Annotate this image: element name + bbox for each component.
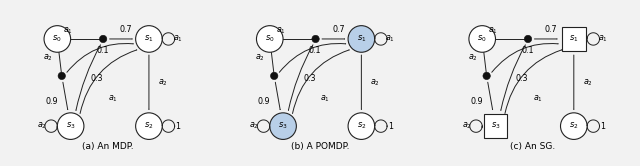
Text: 0.3: 0.3 [516,74,529,83]
Bar [562,27,586,51]
Text: 1: 1 [175,122,180,131]
FancyArrowPatch shape [80,50,137,114]
Text: $s_0$: $s_0$ [52,34,62,44]
FancyArrowPatch shape [488,82,493,110]
Circle shape [44,26,70,52]
Text: $s_0$: $s_0$ [477,34,487,44]
Text: $s_3$: $s_3$ [278,121,288,131]
Text: $s_1$: $s_1$ [569,34,579,44]
Circle shape [136,26,162,52]
Text: 0.9: 0.9 [470,96,483,106]
Text: $a_2$: $a_2$ [461,121,472,131]
Text: 0.9: 0.9 [258,96,271,106]
Circle shape [270,113,296,139]
FancyArrowPatch shape [289,45,313,110]
Text: $s_0$: $s_0$ [265,34,275,44]
Text: $a_1$: $a_1$ [276,26,286,36]
FancyArrowPatch shape [275,82,280,110]
Text: $a_2$: $a_2$ [250,121,259,131]
Text: $a_1$: $a_1$ [532,94,543,104]
Text: 0.7: 0.7 [545,25,557,34]
Circle shape [58,113,84,139]
Circle shape [312,35,319,43]
Text: $a_1$: $a_1$ [63,26,74,36]
Text: $a_2$: $a_2$ [43,52,52,63]
Text: $s_3$: $s_3$ [66,121,76,131]
Text: $a_2$: $a_2$ [158,77,168,88]
FancyArrowPatch shape [501,45,525,110]
Text: $a_2$: $a_2$ [583,77,593,88]
Circle shape [271,72,278,80]
Circle shape [58,72,65,80]
FancyArrowPatch shape [76,45,100,110]
Text: $s_1$: $s_1$ [144,34,154,44]
Text: (a) An MDP.: (a) An MDP. [82,142,133,151]
Text: $a_1$: $a_1$ [385,34,395,44]
Circle shape [524,35,532,43]
Text: (b) A POMDP.: (b) A POMDP. [291,142,349,151]
Text: 1: 1 [388,122,393,131]
Circle shape [136,113,162,139]
FancyArrowPatch shape [279,43,346,72]
Circle shape [483,72,490,80]
Text: 0.1: 0.1 [96,45,109,55]
FancyArrowPatch shape [63,82,68,110]
Text: (c) An SG.: (c) An SG. [510,142,555,151]
Text: 0.9: 0.9 [45,96,58,106]
Text: $a_1$: $a_1$ [320,94,330,104]
Text: $a_2$: $a_2$ [37,121,47,131]
Text: 0.1: 0.1 [521,45,534,55]
Circle shape [257,26,283,52]
Circle shape [469,26,495,52]
Circle shape [348,113,374,139]
Text: $a_1$: $a_1$ [173,34,183,44]
FancyArrowPatch shape [67,43,133,72]
Circle shape [561,113,587,139]
Text: $s_1$: $s_1$ [356,34,366,44]
Text: 0.3: 0.3 [91,74,104,83]
Text: $a_2$: $a_2$ [371,77,380,88]
Text: $a_1$: $a_1$ [598,34,607,44]
FancyArrowPatch shape [292,50,349,114]
FancyArrowPatch shape [492,43,558,72]
Text: $s_2$: $s_2$ [144,121,154,131]
Text: $s_2$: $s_2$ [356,121,366,131]
Text: 0.3: 0.3 [303,74,316,83]
Text: 0.7: 0.7 [120,25,132,34]
Text: $s_3$: $s_3$ [491,121,500,131]
Text: $a_2$: $a_2$ [468,52,477,63]
Text: 1: 1 [600,122,605,131]
Text: $a_1$: $a_1$ [108,94,118,104]
Circle shape [348,26,374,52]
FancyArrowPatch shape [505,50,561,114]
Text: 0.1: 0.1 [308,45,321,55]
Bar [484,114,508,138]
Circle shape [99,35,107,43]
Text: $a_1$: $a_1$ [488,26,499,36]
Text: 0.7: 0.7 [332,25,345,34]
Text: $a_2$: $a_2$ [255,52,265,63]
Text: $s_2$: $s_2$ [569,121,579,131]
